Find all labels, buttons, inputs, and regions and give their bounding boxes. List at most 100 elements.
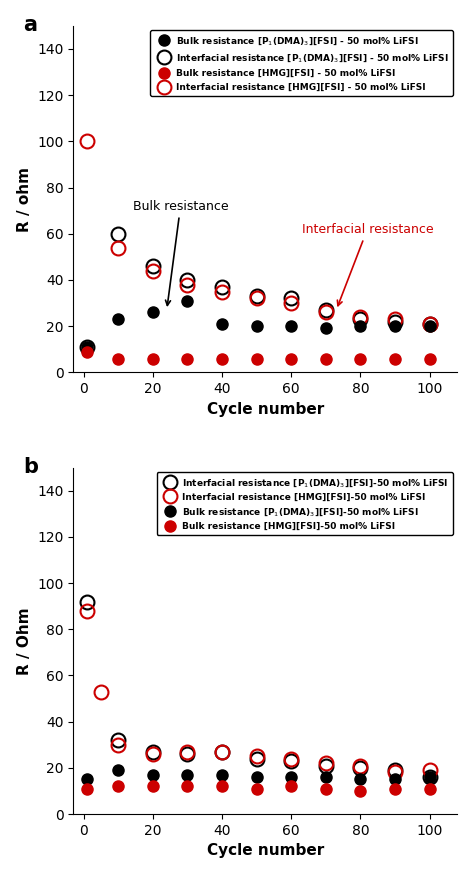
Interfacial resistance [HMG][FSI]-50 mol% LiFSI [289, 753, 294, 764]
Interfacial resistance [P$_1$(DMA)$_3$][FSI] - 50 mol% LiFSI [185, 275, 191, 285]
Interfacial resistance [P$_1$(DMA)$_3$][FSI]-50 mol% LiFSI [116, 735, 121, 746]
Interfacial resistance [HMG][FSI] - 50 mol% LiFSI [219, 286, 225, 297]
Bulk resistance [HMG][FSI] - 50 mol% LiFSI [392, 354, 398, 364]
Bulk resistance [HMG][FSI]-50 mol% LiFSI [84, 783, 90, 794]
Interfacial resistance [P$_1$(DMA)$_3$][FSI] - 50 mol% LiFSI [323, 304, 328, 315]
Bulk resistance [P$_1$(DMA)$_3$][FSI] - 50 mol% LiFSI [323, 323, 328, 333]
X-axis label: Cycle number: Cycle number [207, 402, 324, 416]
Bulk resistance [P$_1$(DMA)$_3$][FSI]-50 mol% LiFSI [427, 772, 432, 782]
Line: Bulk resistance [HMG][FSI] - 50 mol% LiFSI: Bulk resistance [HMG][FSI] - 50 mol% LiF… [82, 346, 435, 364]
Bulk resistance [HMG][FSI]-50 mol% LiFSI [392, 783, 398, 794]
Y-axis label: R / ohm: R / ohm [17, 166, 32, 232]
Interfacial resistance [P$_1$(DMA)$_3$][FSI] - 50 mol% LiFSI [150, 261, 156, 271]
Interfacial resistance [HMG][FSI] - 50 mol% LiFSI [392, 314, 398, 325]
Bulk resistance [P$_1$(DMA)$_3$][FSI] - 50 mol% LiFSI [289, 321, 294, 332]
Interfacial resistance [HMG][FSI]-50 mol% LiFSI [427, 765, 432, 775]
Interfacial resistance [P$_1$(DMA)$_3$][FSI]-50 mol% LiFSI [185, 749, 191, 760]
Bulk resistance [HMG][FSI]-50 mol% LiFSI [323, 783, 328, 794]
Line: Interfacial resistance [HMG][FSI]-50 mol% LiFSI: Interfacial resistance [HMG][FSI]-50 mol… [80, 604, 437, 780]
Interfacial resistance [HMG][FSI] - 50 mol% LiFSI [116, 242, 121, 253]
Interfacial resistance [HMG][FSI]-50 mol% LiFSI [84, 606, 90, 616]
Bulk resistance [P$_1$(DMA)$_3$][FSI] - 50 mol% LiFSI [427, 321, 432, 332]
Bulk resistance [P$_1$(DMA)$_3$][FSI] - 50 mol% LiFSI [219, 318, 225, 329]
Bulk resistance [P$_1$(DMA)$_3$][FSI]-50 mol% LiFSI [392, 774, 398, 785]
Text: b: b [23, 457, 38, 477]
Line: Bulk resistance [P$_1$(DMA)$_3$][FSI]-50 mol% LiFSI: Bulk resistance [P$_1$(DMA)$_3$][FSI]-50… [82, 765, 435, 785]
Interfacial resistance [HMG][FSI]-50 mol% LiFSI [392, 767, 398, 778]
Line: Bulk resistance [HMG][FSI]-50 mol% LiFSI: Bulk resistance [HMG][FSI]-50 mol% LiFSI [82, 780, 435, 796]
Interfacial resistance [HMG][FSI] - 50 mol% LiFSI [289, 298, 294, 308]
Interfacial resistance [P$_1$(DMA)$_3$][FSI] - 50 mol% LiFSI [392, 317, 398, 327]
Interfacial resistance [P$_1$(DMA)$_3$][FSI] - 50 mol% LiFSI [357, 314, 363, 325]
Bulk resistance [HMG][FSI] - 50 mol% LiFSI [150, 354, 156, 364]
Interfacial resistance [HMG][FSI]-50 mol% LiFSI [150, 749, 156, 760]
Bulk resistance [HMG][FSI] - 50 mol% LiFSI [219, 354, 225, 364]
Interfacial resistance [HMG][FSI] - 50 mol% LiFSI [84, 136, 90, 147]
Interfacial resistance [HMG][FSI]-50 mol% LiFSI [98, 686, 104, 696]
Bulk resistance [HMG][FSI]-50 mol% LiFSI [185, 781, 191, 792]
Line: Interfacial resistance [HMG][FSI] - 50 mol% LiFSI: Interfacial resistance [HMG][FSI] - 50 m… [80, 135, 437, 331]
Bulk resistance [P$_1$(DMA)$_3$][FSI] - 50 mol% LiFSI [185, 296, 191, 306]
Interfacial resistance [P$_1$(DMA)$_3$][FSI] - 50 mol% LiFSI [84, 342, 90, 353]
Line: Interfacial resistance [P$_1$(DMA)$_3$][FSI] - 50 mol% LiFSI: Interfacial resistance [P$_1$(DMA)$_3$][… [80, 227, 437, 354]
Interfacial resistance [P$_1$(DMA)$_3$][FSI]-50 mol% LiFSI [84, 596, 90, 606]
Interfacial resistance [HMG][FSI] - 50 mol% LiFSI [254, 293, 260, 304]
Line: Bulk resistance [P$_1$(DMA)$_3$][FSI] - 50 mol% LiFSI: Bulk resistance [P$_1$(DMA)$_3$][FSI] - … [82, 295, 435, 353]
Legend: Interfacial resistance [P$_1$(DMA)$_3$][FSI]-50 mol% LiFSI, Interfacial resistan: Interfacial resistance [P$_1$(DMA)$_3$][… [156, 472, 453, 536]
Interfacial resistance [HMG][FSI] - 50 mol% LiFSI [150, 265, 156, 276]
Bulk resistance [HMG][FSI] - 50 mol% LiFSI [323, 354, 328, 364]
Bulk resistance [P$_1$(DMA)$_3$][FSI] - 50 mol% LiFSI [357, 321, 363, 332]
Interfacial resistance [HMG][FSI]-50 mol% LiFSI [357, 760, 363, 771]
Bulk resistance [HMG][FSI]-50 mol% LiFSI [289, 781, 294, 792]
Interfacial resistance [P$_1$(DMA)$_3$][FSI]-50 mol% LiFSI [254, 753, 260, 764]
Interfacial resistance [HMG][FSI] - 50 mol% LiFSI [357, 312, 363, 322]
Interfacial resistance [P$_1$(DMA)$_3$][FSI]-50 mol% LiFSI [219, 746, 225, 757]
Interfacial resistance [HMG][FSI]-50 mol% LiFSI [185, 746, 191, 757]
Interfacial resistance [HMG][FSI] - 50 mol% LiFSI [185, 279, 191, 290]
Bulk resistance [HMG][FSI]-50 mol% LiFSI [254, 783, 260, 794]
Bulk resistance [P$_1$(DMA)$_3$][FSI]-50 mol% LiFSI [185, 769, 191, 780]
Bulk resistance [P$_1$(DMA)$_3$][FSI] - 50 mol% LiFSI [150, 307, 156, 318]
Interfacial resistance [P$_1$(DMA)$_3$][FSI]-50 mol% LiFSI [427, 772, 432, 782]
Bulk resistance [P$_1$(DMA)$_3$][FSI]-50 mol% LiFSI [116, 765, 121, 775]
Bulk resistance [P$_1$(DMA)$_3$][FSI] - 50 mol% LiFSI [392, 321, 398, 332]
Interfacial resistance [HMG][FSI] - 50 mol% LiFSI [323, 307, 328, 318]
Bulk resistance [P$_1$(DMA)$_3$][FSI]-50 mol% LiFSI [289, 772, 294, 782]
Interfacial resistance [P$_1$(DMA)$_3$][FSI] - 50 mol% LiFSI [116, 228, 121, 239]
Bulk resistance [P$_1$(DMA)$_3$][FSI]-50 mol% LiFSI [84, 774, 90, 785]
Bulk resistance [HMG][FSI]-50 mol% LiFSI [219, 781, 225, 792]
Interfacial resistance [HMG][FSI] - 50 mol% LiFSI [427, 318, 432, 329]
Bulk resistance [P$_1$(DMA)$_3$][FSI]-50 mol% LiFSI [357, 774, 363, 785]
Line: Interfacial resistance [P$_1$(DMA)$_3$][FSI]-50 mol% LiFSI: Interfacial resistance [P$_1$(DMA)$_3$][… [80, 595, 437, 784]
Bulk resistance [P$_1$(DMA)$_3$][FSI]-50 mol% LiFSI [254, 772, 260, 782]
Bulk resistance [HMG][FSI] - 50 mol% LiFSI [254, 354, 260, 364]
Bulk resistance [P$_1$(DMA)$_3$][FSI] - 50 mol% LiFSI [84, 342, 90, 353]
Bulk resistance [P$_1$(DMA)$_3$][FSI] - 50 mol% LiFSI [116, 314, 121, 325]
Bulk resistance [P$_1$(DMA)$_3$][FSI] - 50 mol% LiFSI [254, 321, 260, 332]
Interfacial resistance [P$_1$(DMA)$_3$][FSI] - 50 mol% LiFSI [219, 282, 225, 292]
Interfacial resistance [P$_1$(DMA)$_3$][FSI] - 50 mol% LiFSI [254, 290, 260, 301]
Bulk resistance [HMG][FSI]-50 mol% LiFSI [150, 781, 156, 792]
Y-axis label: R / Ohm: R / Ohm [17, 607, 32, 675]
Bulk resistance [HMG][FSI]-50 mol% LiFSI [357, 786, 363, 796]
Bulk resistance [HMG][FSI] - 50 mol% LiFSI [84, 346, 90, 357]
Interfacial resistance [P$_1$(DMA)$_3$][FSI]-50 mol% LiFSI [323, 760, 328, 771]
Interfacial resistance [HMG][FSI]-50 mol% LiFSI [116, 739, 121, 750]
Interfacial resistance [P$_1$(DMA)$_3$][FSI] - 50 mol% LiFSI [289, 293, 294, 304]
Interfacial resistance [HMG][FSI]-50 mol% LiFSI [323, 758, 328, 768]
Bulk resistance [HMG][FSI] - 50 mol% LiFSI [427, 354, 432, 364]
Bulk resistance [P$_1$(DMA)$_3$][FSI]-50 mol% LiFSI [150, 769, 156, 780]
Interfacial resistance [P$_1$(DMA)$_3$][FSI]-50 mol% LiFSI [289, 756, 294, 766]
Interfacial resistance [HMG][FSI]-50 mol% LiFSI [219, 746, 225, 757]
Bulk resistance [HMG][FSI] - 50 mol% LiFSI [116, 354, 121, 364]
X-axis label: Cycle number: Cycle number [207, 844, 324, 858]
Bulk resistance [HMG][FSI]-50 mol% LiFSI [116, 781, 121, 792]
Bulk resistance [P$_1$(DMA)$_3$][FSI]-50 mol% LiFSI [219, 769, 225, 780]
Bulk resistance [HMG][FSI] - 50 mol% LiFSI [357, 354, 363, 364]
Interfacial resistance [HMG][FSI]-50 mol% LiFSI [254, 751, 260, 761]
Text: a: a [23, 16, 37, 36]
Bulk resistance [HMG][FSI] - 50 mol% LiFSI [185, 354, 191, 364]
Bulk resistance [P$_1$(DMA)$_3$][FSI]-50 mol% LiFSI [323, 772, 328, 782]
Bulk resistance [HMG][FSI]-50 mol% LiFSI [427, 783, 432, 794]
Text: Bulk resistance: Bulk resistance [133, 200, 228, 305]
